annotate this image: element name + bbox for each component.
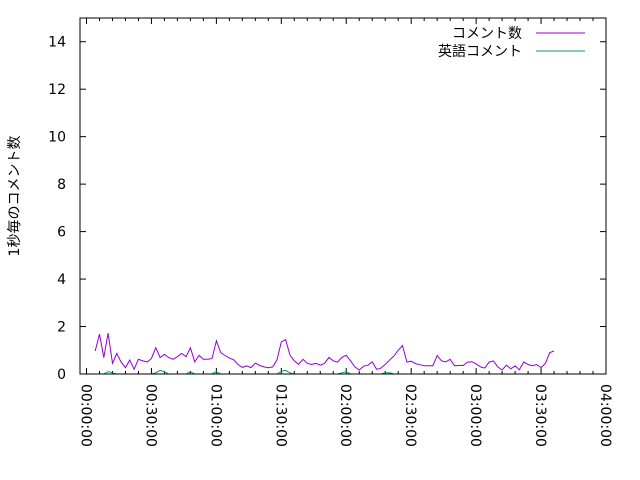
- legend: コメント数 英語コメント: [438, 26, 585, 60]
- x-tick-label: 03:00:00: [467, 384, 483, 447]
- y-tick-label: 12: [48, 82, 66, 98]
- y-tick-label: 8: [57, 177, 66, 193]
- legend-label-english-comments: 英語コメント: [438, 43, 522, 60]
- y-tick-label: 6: [57, 225, 66, 241]
- y-axis-ticks: 0 2 4 6 8 10 12 14: [48, 35, 606, 383]
- x-tick-label: 00:30:00: [142, 384, 158, 447]
- y-tick-label: 0: [57, 367, 66, 383]
- x-tick-label: 01:30:00: [272, 384, 288, 447]
- y-tick-label: 10: [48, 130, 66, 146]
- y-tick-label: 2: [57, 320, 66, 336]
- x-tick-label: 02:00:00: [337, 384, 353, 447]
- legend-label-comments: コメント数: [452, 26, 522, 42]
- x-tick-label: 01:00:00: [207, 384, 223, 447]
- y-tick-label: 4: [57, 272, 66, 288]
- plot-frame: [79, 17, 607, 375]
- y-tick-label: 14: [48, 35, 66, 51]
- x-tick-label: 03:30:00: [532, 384, 548, 447]
- x-tick-label: 02:30:00: [402, 384, 418, 447]
- x-tick-label: 04:00:00: [597, 384, 613, 447]
- x-axis-ticks: 00:00:00 00:30:00 01:00:00 01:30:00 02:00:00…: [77, 18, 613, 447]
- x-tick-label: 00:00:00: [77, 384, 93, 447]
- y-axis-label: 1秒毎のコメント数: [7, 136, 23, 257]
- series-line-comments: [94, 333, 555, 371]
